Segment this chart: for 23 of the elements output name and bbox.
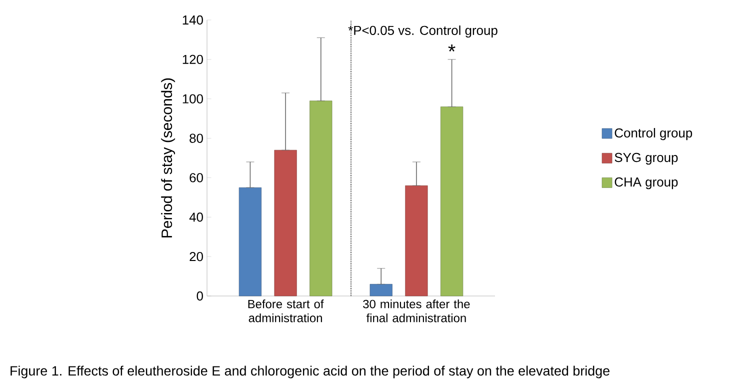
annotation: * — [448, 44, 456, 52]
y-axis-title: Period of stay (seconds) — [161, 78, 176, 238]
x-tick-label: Before start of administration — [248, 300, 324, 322]
caption: Figure 1. Effects of eleutheroside E and chlorogenic acid on the period of stay on the elevated bridge — [10, 366, 610, 378]
y-tick-label: 0 — [196, 291, 203, 301]
legend-label: Control group — [614, 128, 692, 140]
y-tick-label: 140 — [182, 15, 203, 25]
y-tick-label: 20 — [190, 252, 203, 262]
annotation: *P<0.05 vs. Control group — [348, 25, 498, 38]
y-tick-label: 80 — [190, 134, 203, 143]
bar — [274, 150, 297, 296]
x-tick-label: 30 minutes after the final administration — [363, 300, 470, 322]
bar — [370, 284, 392, 296]
y-tick-label: 120 — [182, 54, 203, 64]
bar — [440, 106, 464, 296]
legend-label: SYG group — [614, 152, 678, 165]
bar — [238, 187, 262, 296]
legend-label: CHA group — [614, 177, 678, 190]
y-tick-label: 60 — [190, 173, 203, 182]
y-tick-label: 40 — [189, 212, 203, 222]
bar — [405, 185, 428, 296]
bar — [310, 100, 332, 296]
y-tick-label: 100 — [182, 94, 203, 104]
